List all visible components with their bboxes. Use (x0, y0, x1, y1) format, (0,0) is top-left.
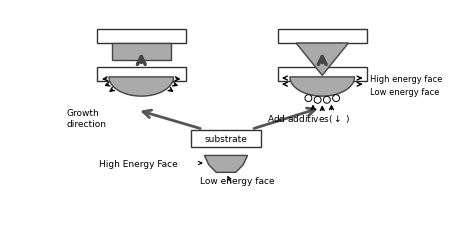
Circle shape (333, 95, 339, 102)
Circle shape (305, 95, 312, 102)
Text: Add additives($\downarrow$ ): Add additives($\downarrow$ ) (267, 112, 350, 124)
Polygon shape (296, 44, 348, 76)
Text: Low energy face: Low energy face (370, 88, 439, 96)
Text: High energy face: High energy face (370, 75, 442, 84)
Bar (278, 68, 366, 81)
Circle shape (314, 97, 321, 104)
Text: Growth
direction: Growth direction (66, 108, 107, 128)
Polygon shape (204, 156, 247, 173)
Bar (97, 68, 185, 81)
Circle shape (323, 97, 330, 104)
Text: Low energy face: Low energy face (200, 177, 275, 186)
Text: substrate: substrate (205, 134, 247, 143)
Polygon shape (290, 78, 355, 97)
Bar (191, 131, 261, 147)
Bar (112, 44, 171, 61)
Bar (278, 30, 366, 44)
Text: High Energy Face: High Energy Face (99, 160, 177, 169)
Polygon shape (109, 78, 173, 97)
Bar (97, 30, 185, 44)
